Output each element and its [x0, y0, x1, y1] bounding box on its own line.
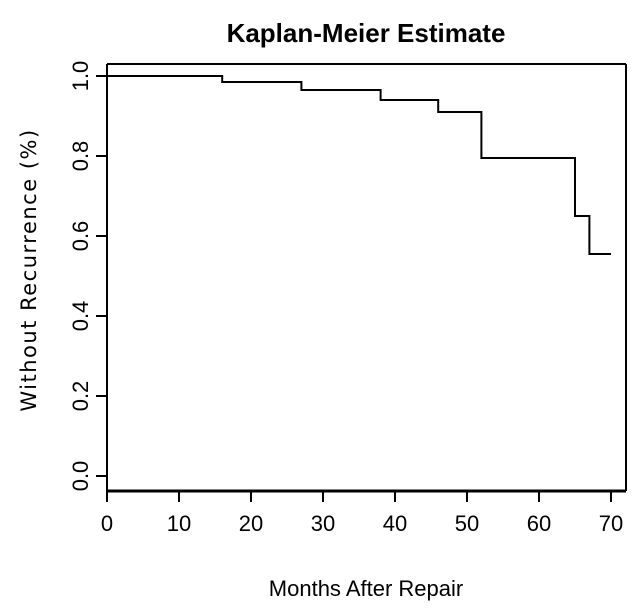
- y-tick-label: 0.4: [68, 301, 93, 332]
- y-axis-label: Without Recurrence (%): [17, 128, 41, 411]
- y-axis-label-group: Without Recurrence (%): [17, 128, 41, 411]
- y-tick-label: 0.0: [68, 461, 93, 492]
- x-tick-label: 70: [599, 511, 623, 536]
- x-axis-label: Months After Repair: [269, 576, 463, 601]
- series-layer: [107, 75, 611, 255]
- y-tick-label: 0.8: [68, 141, 93, 172]
- survival-step-line: [107, 75, 611, 255]
- x-axis: 0 10 20 30 40 50 60 70: [101, 491, 623, 536]
- y-tick-label: 0.2: [68, 381, 93, 412]
- y-tick-label: 0.6: [68, 221, 93, 252]
- x-tick-label: 40: [383, 511, 407, 536]
- x-tick-label: 10: [167, 511, 191, 536]
- x-tick-label: 60: [527, 511, 551, 536]
- plot-frame: [106, 63, 627, 493]
- x-tick-label: 30: [311, 511, 335, 536]
- x-tick-label: 20: [239, 511, 263, 536]
- y-axis: 0.0 0.2 0.4 0.6 0.8 1.0: [68, 61, 107, 492]
- y-tick-label: 1.0: [68, 61, 93, 92]
- x-tick-label: 0: [101, 511, 113, 536]
- chart-title: Kaplan-Meier Estimate: [227, 18, 506, 48]
- x-tick-label: 50: [455, 511, 479, 536]
